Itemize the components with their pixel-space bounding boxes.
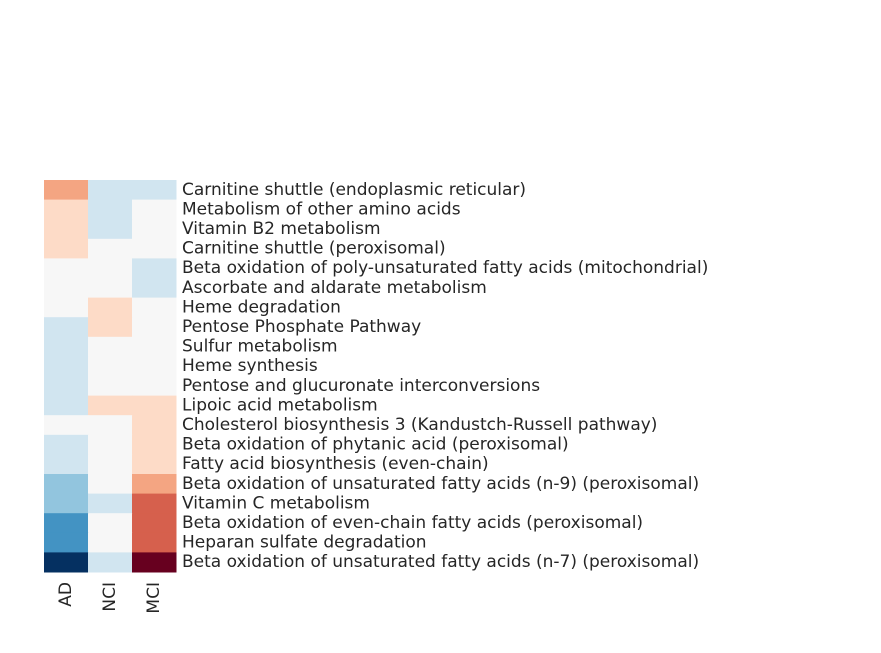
row-label: Heme synthesis [182, 356, 318, 376]
row-label: Vitamin C metabolism [182, 493, 370, 513]
heatmap-cell [88, 474, 133, 495]
heatmap-cells [44, 180, 177, 573]
heatmap-cell [44, 493, 89, 514]
row-label: Sulfur metabolism [182, 337, 338, 357]
heatmap-cell [132, 238, 177, 259]
heatmap-cell [132, 278, 177, 299]
heatmap-cell [132, 376, 177, 397]
row-label: Ascorbate and aldarate metabolism [182, 278, 487, 298]
row-label: Carnitine shuttle (peroxisomal) [182, 239, 446, 259]
heatmap-cell [88, 219, 133, 240]
heatmap-cell [132, 532, 177, 553]
row-labels: Carnitine shuttle (endoplasmic reticular… [182, 180, 708, 572]
heatmap-cell [44, 513, 89, 534]
heatmap-cell [88, 552, 133, 573]
heatmap-cell [132, 434, 177, 455]
heatmap-cell [88, 493, 133, 514]
row-label: Beta oxidation of unsaturated fatty acid… [182, 474, 699, 494]
row-label: Heparan sulfate degradation [182, 533, 427, 553]
heatmap-cell [88, 258, 133, 279]
row-label: Fatty acid biosynthesis (even-chain) [182, 454, 489, 474]
heatmap-cell [132, 513, 177, 534]
heatmap-cell [44, 180, 89, 201]
heatmap-cell [88, 278, 133, 299]
heatmap-cell [44, 238, 89, 259]
heatmap-cell [132, 317, 177, 338]
heatmap-cell [44, 317, 89, 338]
heatmap-cell [132, 199, 177, 220]
row-label: Beta oxidation of even-chain fatty acids… [182, 513, 643, 533]
heatmap-cell [88, 238, 133, 259]
heatmap-cell [88, 454, 133, 475]
heatmap-cell [44, 532, 89, 553]
heatmap-cell [88, 199, 133, 220]
row-label: Beta oxidation of poly-unsaturated fatty… [182, 258, 708, 278]
heatmap-cell [88, 376, 133, 397]
heatmap-cell [44, 474, 89, 495]
heatmap-cell [132, 454, 177, 475]
heatmap-cell [132, 493, 177, 514]
heatmap-cell [44, 395, 89, 416]
column-label: MCI [144, 582, 164, 614]
heatmap-cell [44, 258, 89, 279]
heatmap-cell [88, 297, 133, 318]
row-label: Carnitine shuttle (endoplasmic reticular… [182, 180, 526, 200]
heatmap-cell [44, 454, 89, 475]
heatmap-cell [132, 415, 177, 436]
heatmap-cell [132, 336, 177, 357]
heatmap-cell [88, 513, 133, 534]
heatmap-cell [88, 356, 133, 377]
heatmap-cell [132, 219, 177, 240]
heatmap-cell [44, 434, 89, 455]
row-label: Pentose and glucuronate interconversions [182, 376, 540, 396]
heatmap-cell [132, 258, 177, 279]
heatmap-cell [44, 219, 89, 240]
heatmap-cell [88, 336, 133, 357]
heatmap-cell [44, 336, 89, 357]
heatmap-cell [44, 376, 89, 397]
row-label: Vitamin B2 metabolism [182, 219, 381, 239]
heatmap-cell [88, 434, 133, 455]
heatmap-cell [132, 297, 177, 318]
column-labels: AD NCI MCI [56, 582, 164, 614]
heatmap-cell [88, 317, 133, 338]
row-label: Lipoic acid metabolism [182, 395, 378, 415]
heatmap-cell [44, 415, 89, 436]
row-label: Beta oxidation of unsaturated fatty acid… [182, 552, 699, 572]
row-label: Pentose Phosphate Pathway [182, 317, 421, 337]
row-label: Heme degradation [182, 297, 341, 317]
heatmap-cell [44, 278, 89, 299]
heatmap-cell [132, 356, 177, 377]
heatmap-cell [88, 532, 133, 553]
heatmap-cell [132, 395, 177, 416]
row-label: Metabolism of other amino acids [182, 199, 461, 219]
heatmap-cell [132, 180, 177, 201]
heatmap-cell [88, 180, 133, 201]
row-label: Beta oxidation of phytanic acid (peroxis… [182, 435, 569, 455]
column-label: NCI [100, 582, 120, 612]
heatmap-cell [44, 356, 89, 377]
heatmap-cell [44, 199, 89, 220]
heatmap-cell [88, 395, 133, 416]
heatmap-cell [44, 552, 89, 573]
heatmap-cell [132, 552, 177, 573]
heatmap-cell [132, 474, 177, 495]
heatmap-cell [44, 297, 89, 318]
heatmap-cell [88, 415, 133, 436]
row-label: Cholesterol biosynthesis 3 (Kandustch-Ru… [182, 415, 657, 435]
column-label: AD [56, 582, 76, 607]
